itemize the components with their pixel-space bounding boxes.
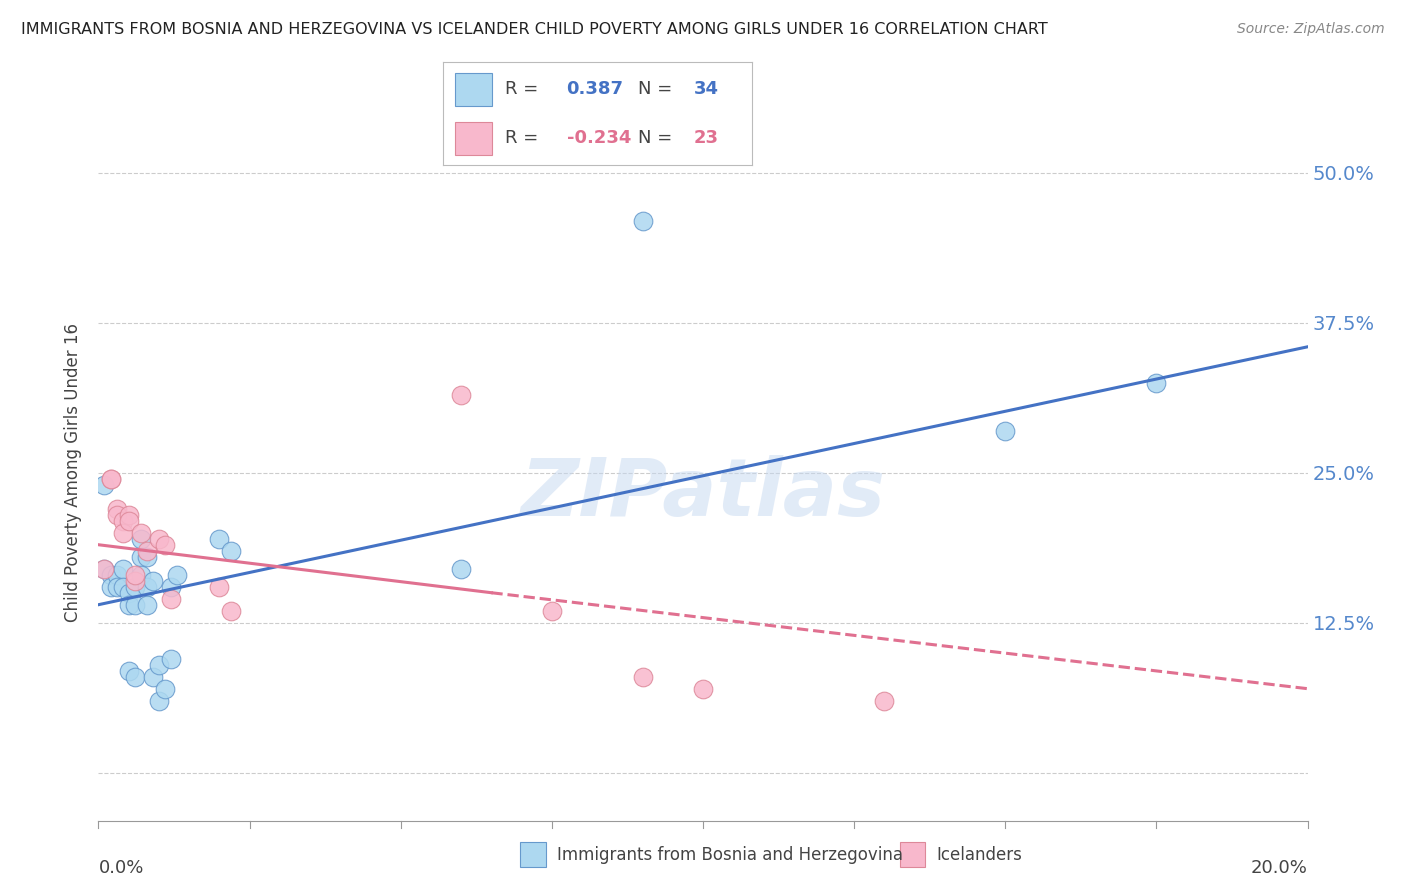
Point	[111, 580, 134, 594]
Text: Icelanders: Icelanders	[936, 846, 1022, 863]
Point	[153, 538, 176, 552]
Point	[221, 604, 243, 618]
Text: R =: R =	[505, 80, 544, 98]
Point	[166, 567, 188, 582]
Point	[111, 562, 134, 576]
Point	[93, 477, 115, 491]
Point	[148, 532, 170, 546]
Bar	[456, 122, 492, 155]
Point	[160, 580, 183, 594]
Point	[631, 214, 654, 228]
Point	[631, 670, 654, 684]
Text: N =: N =	[638, 129, 678, 147]
Point	[142, 670, 165, 684]
Point	[124, 670, 146, 684]
Text: 34: 34	[693, 80, 718, 98]
Point	[148, 694, 170, 708]
Bar	[456, 73, 492, 105]
Text: 20.0%: 20.0%	[1251, 859, 1308, 877]
Point	[142, 574, 165, 588]
Point	[208, 532, 231, 546]
Point	[105, 567, 128, 582]
Point	[994, 424, 1017, 438]
Point	[124, 567, 146, 582]
Point	[105, 508, 128, 522]
Text: Source: ZipAtlas.com: Source: ZipAtlas.com	[1237, 22, 1385, 37]
Point	[873, 694, 896, 708]
Point	[135, 598, 157, 612]
Point	[450, 562, 472, 576]
Point	[124, 580, 146, 594]
Text: ZIPatlas: ZIPatlas	[520, 455, 886, 533]
Text: N =: N =	[638, 80, 678, 98]
Text: R =: R =	[505, 129, 544, 147]
Point	[135, 549, 157, 564]
Point	[124, 574, 146, 588]
Point	[93, 562, 115, 576]
Point	[111, 525, 134, 540]
Point	[135, 543, 157, 558]
Y-axis label: Child Poverty Among Girls Under 16: Child Poverty Among Girls Under 16	[65, 323, 83, 623]
Text: IMMIGRANTS FROM BOSNIA AND HERZEGOVINA VS ICELANDER CHILD POVERTY AMONG GIRLS UN: IMMIGRANTS FROM BOSNIA AND HERZEGOVINA V…	[21, 22, 1047, 37]
Point	[105, 501, 128, 516]
Text: Immigrants from Bosnia and Herzegovina: Immigrants from Bosnia and Herzegovina	[557, 846, 903, 863]
Point	[129, 525, 152, 540]
Point	[208, 580, 231, 594]
Point	[153, 681, 176, 696]
Text: 0.387: 0.387	[567, 80, 624, 98]
Point	[148, 657, 170, 672]
Point	[160, 651, 183, 665]
Point	[692, 681, 714, 696]
Point	[1144, 376, 1167, 390]
Point	[100, 567, 122, 582]
Text: 23: 23	[693, 129, 718, 147]
Point	[160, 591, 183, 606]
Text: -0.234: -0.234	[567, 129, 631, 147]
Point	[100, 580, 122, 594]
Point	[105, 580, 128, 594]
Point	[129, 567, 152, 582]
Point	[118, 508, 141, 522]
Point	[93, 562, 115, 576]
Point	[111, 514, 134, 528]
Point	[129, 549, 152, 564]
Point	[540, 604, 562, 618]
Point	[118, 585, 141, 599]
Text: 0.0%: 0.0%	[98, 859, 143, 877]
Point	[129, 532, 152, 546]
Point	[118, 514, 141, 528]
Point	[100, 472, 122, 486]
Point	[135, 580, 157, 594]
Point	[221, 543, 243, 558]
Point	[118, 598, 141, 612]
Point	[100, 472, 122, 486]
Point	[450, 388, 472, 402]
Point	[124, 598, 146, 612]
Point	[118, 664, 141, 678]
